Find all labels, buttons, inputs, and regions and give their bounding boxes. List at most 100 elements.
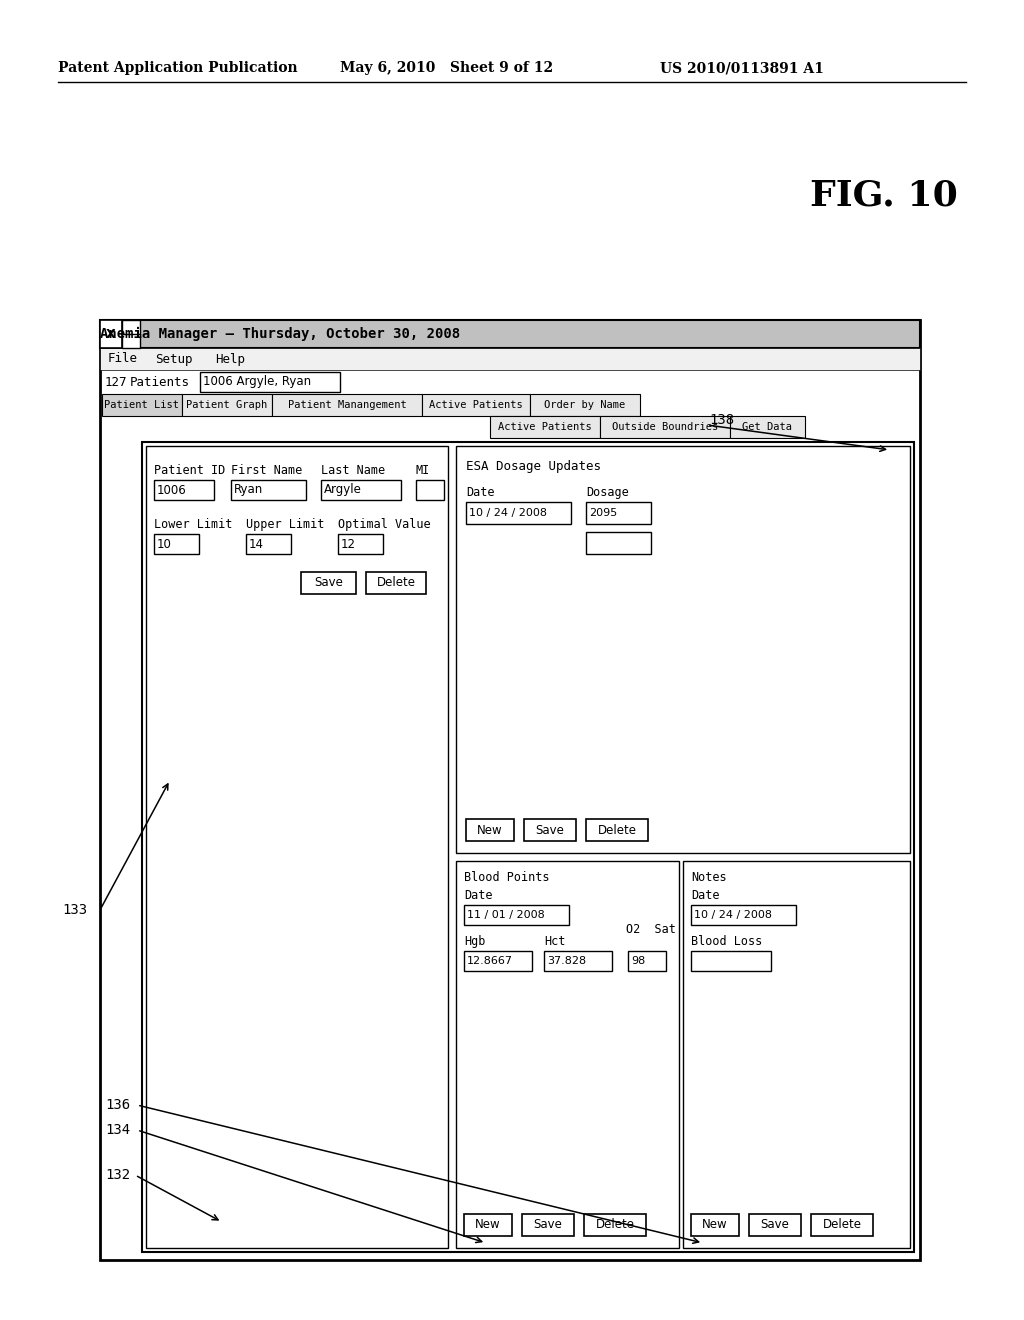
Bar — [246, 535, 291, 554]
Text: Patient Graph: Patient Graph — [186, 400, 267, 411]
Text: Notes: Notes — [691, 871, 727, 884]
Bar — [100, 348, 920, 370]
Text: Date: Date — [466, 486, 495, 499]
Text: Optimal Value: Optimal Value — [338, 517, 431, 531]
Bar — [466, 818, 514, 841]
Text: Active Patients: Active Patients — [498, 422, 592, 432]
Text: File: File — [108, 352, 138, 366]
Text: 12.8667: 12.8667 — [467, 956, 513, 966]
Text: 10 / 24 / 2008: 10 / 24 / 2008 — [469, 508, 547, 517]
Bar — [530, 393, 640, 416]
Text: Lower Limit: Lower Limit — [154, 517, 232, 531]
Text: Help: Help — [215, 352, 245, 366]
Bar — [749, 1214, 801, 1236]
Text: Delete: Delete — [596, 1218, 635, 1232]
Bar — [200, 372, 340, 392]
Text: Outside Boundries: Outside Boundries — [612, 422, 718, 432]
Bar — [466, 502, 571, 524]
Text: Dosage: Dosage — [586, 486, 629, 499]
Text: O2  Sat: O2 Sat — [626, 923, 676, 936]
Bar — [102, 393, 182, 416]
Bar — [338, 535, 383, 554]
Bar — [464, 906, 569, 925]
Bar — [301, 572, 356, 594]
Text: Date: Date — [691, 888, 720, 902]
Text: 10 / 24 / 2008: 10 / 24 / 2008 — [694, 909, 772, 920]
Text: Date: Date — [464, 888, 493, 902]
Bar — [416, 480, 444, 500]
Text: Save: Save — [534, 1218, 562, 1232]
Bar — [154, 535, 199, 554]
Text: 138: 138 — [709, 413, 734, 426]
Text: Hgb: Hgb — [464, 935, 485, 948]
Bar — [730, 416, 805, 438]
Text: Patent Application Publication: Patent Application Publication — [58, 61, 298, 75]
Text: X: X — [106, 327, 116, 341]
Text: 133: 133 — [62, 903, 87, 917]
Bar — [142, 442, 914, 1251]
Text: Active Patients: Active Patients — [429, 400, 523, 411]
Text: New: New — [475, 1218, 501, 1232]
Text: Setup: Setup — [155, 352, 193, 366]
Text: 12: 12 — [341, 537, 356, 550]
Text: Get Data: Get Data — [742, 422, 793, 432]
Bar — [691, 1214, 739, 1236]
Text: 10: 10 — [157, 537, 172, 550]
Bar — [100, 319, 920, 1261]
Bar — [122, 319, 140, 335]
Text: 132: 132 — [105, 1168, 130, 1181]
Text: US 2010/0113891 A1: US 2010/0113891 A1 — [660, 61, 824, 75]
Bar — [146, 446, 449, 1247]
Text: 136: 136 — [105, 1098, 130, 1111]
Bar — [100, 319, 122, 348]
Bar — [628, 950, 666, 972]
Bar — [691, 906, 796, 925]
Text: 98: 98 — [631, 956, 645, 966]
Bar — [691, 950, 771, 972]
Text: New: New — [702, 1218, 728, 1232]
Bar — [182, 393, 272, 416]
Text: May 6, 2010   Sheet 9 of 12: May 6, 2010 Sheet 9 of 12 — [340, 61, 553, 75]
Bar — [524, 818, 575, 841]
Text: FIG. 10: FIG. 10 — [810, 178, 957, 213]
Text: Save: Save — [536, 824, 564, 837]
Text: 37.828: 37.828 — [547, 956, 586, 966]
Text: Argyle: Argyle — [324, 483, 361, 496]
Bar — [422, 393, 530, 416]
Text: Upper Limit: Upper Limit — [246, 517, 325, 531]
Text: MI: MI — [416, 465, 430, 477]
Bar — [464, 950, 532, 972]
Text: Order by Name: Order by Name — [545, 400, 626, 411]
Bar — [231, 480, 306, 500]
Text: 134: 134 — [105, 1123, 130, 1137]
Text: Patient Manangement: Patient Manangement — [288, 400, 407, 411]
Bar — [464, 1214, 512, 1236]
Bar — [600, 416, 730, 438]
Text: Save: Save — [761, 1218, 790, 1232]
Bar — [456, 861, 679, 1247]
Text: First Name: First Name — [231, 465, 302, 477]
Text: Patient List: Patient List — [104, 400, 179, 411]
Bar — [366, 572, 426, 594]
Bar — [586, 502, 651, 524]
Bar — [811, 1214, 873, 1236]
Bar — [584, 1214, 646, 1236]
Text: Delete: Delete — [597, 824, 637, 837]
Bar — [100, 319, 920, 348]
Text: 1006 Argyle, Ryan: 1006 Argyle, Ryan — [203, 375, 311, 388]
Text: Delete: Delete — [377, 577, 416, 590]
Bar — [154, 480, 214, 500]
Bar — [456, 446, 910, 853]
Bar — [272, 393, 422, 416]
Bar — [122, 334, 140, 348]
Text: Save: Save — [314, 577, 343, 590]
Bar — [544, 950, 612, 972]
Text: 11 / 01 / 2008: 11 / 01 / 2008 — [467, 909, 545, 920]
Text: Hct: Hct — [544, 935, 565, 948]
Text: Last Name: Last Name — [321, 465, 385, 477]
Bar — [490, 416, 600, 438]
Text: Blood Loss: Blood Loss — [691, 935, 762, 948]
Text: 127: 127 — [105, 375, 128, 388]
Text: New: New — [477, 824, 503, 837]
Text: Patients: Patients — [130, 375, 190, 388]
